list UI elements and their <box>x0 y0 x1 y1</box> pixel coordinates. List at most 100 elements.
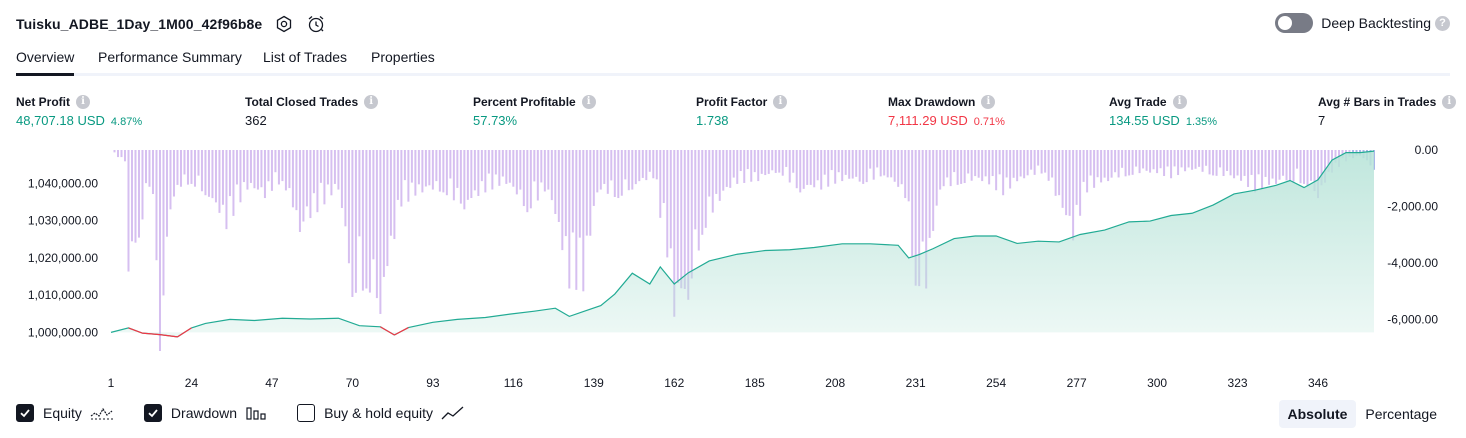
drawdown-bar <box>554 150 557 214</box>
drawdown-bar <box>732 150 735 178</box>
drawdown-bar <box>1264 150 1267 177</box>
settings-gear-icon[interactable] <box>274 14 294 34</box>
drawdown-bar <box>211 150 214 199</box>
deep-backtesting-label: Deep Backtesting <box>1321 15 1431 31</box>
drawdown-bar <box>1065 150 1068 216</box>
absolute-button[interactable]: Absolute <box>1278 400 1357 428</box>
info-icon[interactable]: i <box>364 94 379 109</box>
drawdown-bar <box>746 150 749 170</box>
drawdown-bar <box>739 150 742 172</box>
alarm-clock-icon[interactable] <box>306 14 326 34</box>
drawdown-bar <box>571 150 574 233</box>
percentage-button[interactable]: Percentage <box>1365 406 1437 422</box>
tab-overview[interactable]: Overview <box>16 49 75 76</box>
equity-line-icon <box>90 405 114 421</box>
info-icon[interactable]: i <box>981 94 996 109</box>
buy-hold-checkbox[interactable] <box>297 404 316 422</box>
help-question-icon[interactable]: ? <box>1435 15 1450 31</box>
drawdown-bar <box>834 150 837 184</box>
legend-equity[interactable]: Equity <box>16 404 114 422</box>
info-icon[interactable]: i <box>76 94 90 109</box>
drawdown-bar <box>344 150 347 227</box>
left-tick-label: 1,040,000.00 <box>28 177 98 191</box>
drawdown-bar <box>1247 150 1250 187</box>
metric-value: 7,111.29 USD <box>888 113 968 128</box>
equity-area-fill <box>111 151 1374 337</box>
drawdown-bar <box>1292 150 1295 182</box>
drawdown-bar <box>172 150 175 197</box>
legend-buy-hold-equity[interactable]: Buy & hold equity <box>297 404 465 422</box>
drawdown-bar <box>347 150 350 264</box>
drawdown-bar <box>946 150 949 178</box>
x-tick-label: 254 <box>986 376 1006 390</box>
drawdown-bar <box>624 150 627 180</box>
drawdown-bar <box>561 150 564 251</box>
legend-label: Buy & hold equity <box>324 405 434 421</box>
drawdown-bar <box>872 150 875 180</box>
drawdown-checkbox[interactable] <box>143 404 162 422</box>
tab-performance-summary[interactable]: Performance Summary <box>98 49 242 65</box>
drawdown-bar <box>463 150 466 210</box>
left-tick-label: 1,020,000.00 <box>28 251 98 265</box>
legend-drawdown[interactable]: Drawdown <box>143 404 267 422</box>
drawdown-bar <box>253 150 256 189</box>
drawdown-bar <box>246 150 249 190</box>
equity-drawdown-chart[interactable]: 1,000,000.00 1,010,000.00 1,020,000.00 1,03… <box>0 140 1466 395</box>
metric-value: 134.55 USD <box>1109 113 1180 128</box>
right-axis: 0.00 -2,000.00 -4,000.00 -6,000.00 <box>1387 143 1438 327</box>
drawdown-bar <box>386 150 389 267</box>
legend-label: Drawdown <box>170 405 238 421</box>
drawdown-bar <box>1208 150 1211 175</box>
drawdown-bar <box>417 150 420 185</box>
drawdown-bar <box>557 150 560 222</box>
drawdown-bar <box>498 150 501 186</box>
drawdown-bar <box>305 150 308 207</box>
info-icon[interactable]: i <box>773 94 788 109</box>
drawdown-bar <box>256 150 259 190</box>
x-tick-label: 47 <box>265 376 279 390</box>
tab-properties[interactable]: Properties <box>371 49 435 65</box>
info-icon[interactable]: i <box>1442 94 1457 109</box>
drawdown-bar <box>1198 150 1201 167</box>
drawdown-bar <box>529 150 532 209</box>
drawdown-bar <box>340 150 343 209</box>
drawdown-bar <box>694 150 697 230</box>
drawdown-bar <box>900 150 903 185</box>
drawdown-bar <box>242 150 245 183</box>
drawdown-bars <box>113 150 1375 351</box>
drawdown-bar <box>904 150 907 199</box>
deep-backtesting-toggle[interactable] <box>1275 13 1314 33</box>
drawdown-bar <box>1145 150 1148 171</box>
drawdown-bar <box>445 150 448 196</box>
equity-checkbox[interactable] <box>16 404 34 422</box>
drawdown-bar <box>1233 150 1236 179</box>
drawdown-bar <box>1047 150 1050 181</box>
drawdown-bar <box>652 150 655 179</box>
drawdown-bar <box>690 150 693 279</box>
drawdown-bar <box>862 150 865 184</box>
info-icon[interactable]: i <box>1172 94 1187 109</box>
tab-list-of-trades[interactable]: List of Trades <box>263 49 348 65</box>
drawdown-bar <box>921 150 924 242</box>
drawdown-bar <box>596 150 599 193</box>
drawdown-bar <box>582 150 585 292</box>
drawdown-bar <box>1278 150 1281 180</box>
equity-below-segment <box>177 327 192 338</box>
drawdown-bar <box>897 150 900 187</box>
drawdown-bar <box>655 150 658 180</box>
info-icon[interactable]: i <box>581 94 596 109</box>
x-tick-label: 323 <box>1228 376 1248 390</box>
drawdown-bar <box>120 150 123 158</box>
x-axis: 1 24 47 70 93 116 139 162 185 208 231 254 277 300 323 3… <box>108 376 1329 390</box>
drawdown-bar <box>715 150 718 194</box>
drawdown-bar <box>592 150 595 206</box>
drawdown-bar <box>291 150 294 208</box>
drawdown-bar <box>1191 150 1194 170</box>
drawdown-bar <box>155 150 158 261</box>
metric-percent-profitable: Percent Profitable i 57.73% <box>473 94 596 128</box>
drawdown-bar <box>960 150 963 184</box>
drawdown-bar <box>1219 150 1222 168</box>
drawdown-bar <box>235 150 238 185</box>
drawdown-bar <box>676 150 679 284</box>
drawdown-bar <box>795 150 798 189</box>
